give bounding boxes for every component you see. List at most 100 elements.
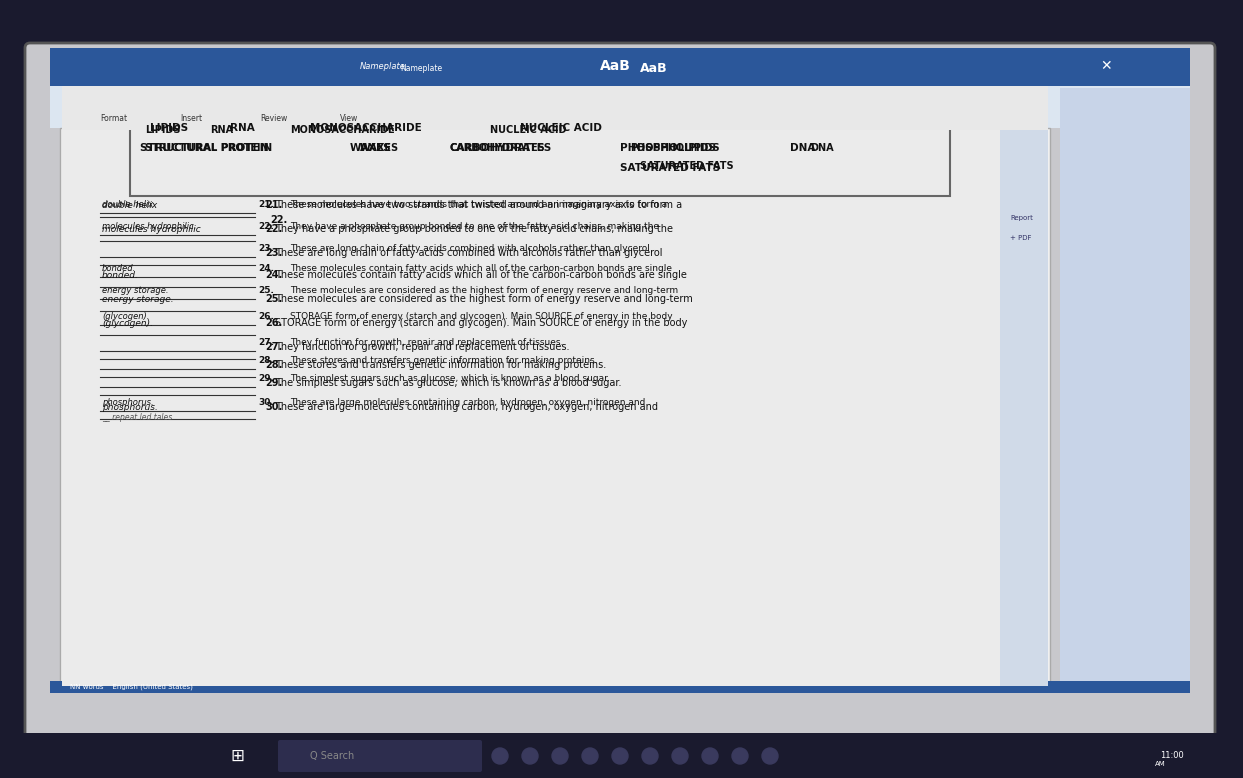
- Text: They have a phosphate group bonded to one of the fatty acid chains, making the: They have a phosphate group bonded to on…: [275, 224, 672, 234]
- Text: View: View: [341, 114, 358, 122]
- Text: They have a phosphate group bonded to one of the fatty acid chains, making the: They have a phosphate group bonded to on…: [290, 222, 659, 231]
- Text: 24.: 24.: [265, 270, 282, 280]
- Text: CARBOHYDRATES: CARBOHYDRATES: [450, 143, 546, 153]
- Text: MONOSACCHARIDE: MONOSACCHARIDE: [310, 123, 421, 133]
- Bar: [1060, 88, 1190, 688]
- Bar: [131, 116, 950, 196]
- Text: 27.: 27.: [259, 338, 273, 347]
- Text: STORAGE form of energy (starch and glycogen). Main SOURCE of energy in the body: STORAGE form of energy (starch and glyco…: [275, 318, 687, 328]
- Text: 22.: 22.: [265, 224, 282, 234]
- Text: 26.: 26.: [259, 312, 273, 321]
- Text: RNA: RNA: [210, 125, 234, 135]
- Text: energy storage.: energy storage.: [102, 295, 174, 304]
- Text: WAXES: WAXES: [351, 143, 392, 153]
- Text: 28.: 28.: [259, 356, 273, 365]
- Text: bonded.: bonded.: [102, 271, 139, 280]
- Text: 30.: 30.: [259, 398, 273, 407]
- FancyBboxPatch shape: [25, 43, 1214, 753]
- Text: __ repeat led tales: __ repeat led tales: [102, 413, 173, 422]
- Text: These molecules have two strands that twisted around an imaginary axis to form a: These molecules have two strands that tw…: [290, 200, 667, 209]
- Text: Nameplate: Nameplate: [360, 61, 406, 71]
- Text: (glycogen).: (glycogen).: [102, 319, 153, 328]
- Text: NUCLEIC ACID: NUCLEIC ACID: [520, 123, 602, 133]
- Text: 27.: 27.: [265, 342, 282, 352]
- Text: The simplest sugars such as glucose, which is known as a blood sugar.: The simplest sugars such as glucose, whi…: [290, 374, 610, 383]
- Circle shape: [582, 748, 598, 764]
- Text: DNA: DNA: [810, 143, 834, 153]
- Text: 28.: 28.: [265, 360, 282, 370]
- Text: double helix: double helix: [102, 201, 158, 210]
- Text: RNA: RNA: [230, 123, 255, 133]
- Text: bonded.: bonded.: [102, 264, 137, 273]
- Bar: [0, 733, 1243, 778]
- Circle shape: [522, 748, 538, 764]
- Text: 26.: 26.: [265, 318, 282, 328]
- Text: LIPIDS: LIPIDS: [150, 123, 188, 133]
- Text: They function for growth, repair and replacement of tissues.: They function for growth, repair and rep…: [290, 338, 563, 347]
- Text: SATURATED FATS: SATURATED FATS: [640, 161, 733, 171]
- Text: These molecules contain fatty acids which all of the carbon-carbon bonds are sin: These molecules contain fatty acids whic…: [290, 264, 672, 273]
- Text: molecules hydrophilic: molecules hydrophilic: [102, 225, 201, 234]
- Text: SATURATED FATS: SATURATED FATS: [620, 163, 720, 173]
- Text: 22.: 22.: [259, 222, 273, 231]
- Text: NN words    English (United States): NN words English (United States): [70, 684, 193, 690]
- Text: CARBOHYDRATES: CARBOHYDRATES: [450, 143, 552, 153]
- Bar: [50, 681, 1190, 693]
- Circle shape: [612, 748, 628, 764]
- Text: Report: Report: [1011, 215, 1033, 221]
- Text: + PDF: + PDF: [1011, 235, 1032, 241]
- Text: 11:00: 11:00: [1160, 752, 1183, 761]
- Text: AaB: AaB: [640, 61, 667, 75]
- Text: These are long chain of fatty acids combined with alcohols rather than glycerol: These are long chain of fatty acids comb…: [275, 248, 663, 258]
- Text: These are long chain of fatty acids combined with alcohols rather than glycerol: These are long chain of fatty acids comb…: [290, 244, 650, 253]
- FancyBboxPatch shape: [128, 111, 952, 200]
- Text: 21.: 21.: [259, 200, 273, 209]
- Text: These are large molecules containing carbon, hydrogen, oxygen, nitrogen and: These are large molecules containing car…: [275, 402, 658, 412]
- Bar: [62, 86, 1048, 130]
- Text: STRUCTURAL PROTEIN: STRUCTURAL PROTEIN: [140, 143, 272, 153]
- Bar: [50, 86, 1190, 128]
- Text: MONOSACCHARIDE: MONOSACCHARIDE: [290, 125, 394, 135]
- Text: AaB: AaB: [600, 59, 631, 73]
- Circle shape: [552, 748, 568, 764]
- Text: 24.: 24.: [259, 264, 273, 273]
- Text: The simplest sugars such as glucose, which is known as a blood sugar.: The simplest sugars such as glucose, whi…: [275, 378, 622, 388]
- Text: Insert: Insert: [180, 114, 203, 122]
- Text: STORAGE form of energy (starch and glycogen). Main SOURCE of energy in the body: STORAGE form of energy (starch and glyco…: [290, 312, 672, 321]
- Text: WAXES: WAXES: [360, 143, 399, 153]
- Text: PHOSPHOLIPIDS: PHOSPHOLIPIDS: [620, 143, 716, 153]
- Circle shape: [641, 748, 658, 764]
- Text: LIPIDS: LIPIDS: [145, 125, 180, 135]
- Text: PHOSPHOLIPIDS: PHOSPHOLIPIDS: [630, 143, 720, 153]
- Text: These molecules have two strands that twisted around an imaginary axis to form a: These molecules have two strands that tw…: [275, 200, 682, 210]
- Text: These stores and transfers genetic information for making proteins.: These stores and transfers genetic infor…: [275, 360, 607, 370]
- Text: 29.: 29.: [259, 374, 273, 383]
- Text: 23.: 23.: [259, 244, 273, 253]
- FancyBboxPatch shape: [278, 740, 482, 772]
- Text: Nameplate: Nameplate: [400, 64, 443, 72]
- Circle shape: [702, 748, 718, 764]
- Text: ✕: ✕: [1100, 59, 1111, 73]
- Circle shape: [672, 748, 687, 764]
- Text: 30.: 30.: [265, 402, 282, 412]
- Text: 23.: 23.: [265, 248, 282, 258]
- Bar: [60, 128, 1050, 688]
- Circle shape: [492, 748, 508, 764]
- Text: They function for growth, repair and replacement of tissues.: They function for growth, repair and rep…: [275, 342, 569, 352]
- Text: double helix: double helix: [102, 200, 153, 209]
- Text: phosphorus.: phosphorus.: [102, 398, 154, 407]
- Text: ⊞: ⊞: [230, 747, 244, 765]
- Text: These molecules are considered as the highest form of energy reserve and long-te: These molecules are considered as the hi…: [275, 294, 692, 304]
- Text: molecules hydrophilic.: molecules hydrophilic.: [102, 222, 196, 231]
- Text: 21.: 21.: [265, 200, 282, 210]
- Text: phosphorus.: phosphorus.: [102, 403, 158, 412]
- Text: Format: Format: [99, 114, 127, 122]
- Text: Q Search: Q Search: [310, 751, 354, 761]
- Bar: [62, 130, 1048, 686]
- Text: (glycogen).: (glycogen).: [102, 312, 149, 321]
- Text: NUCLEIC ACID: NUCLEIC ACID: [490, 125, 567, 135]
- Text: 25.: 25.: [259, 286, 273, 295]
- Bar: [1001, 130, 1048, 686]
- Text: 25.: 25.: [265, 294, 282, 304]
- Bar: [50, 48, 1190, 88]
